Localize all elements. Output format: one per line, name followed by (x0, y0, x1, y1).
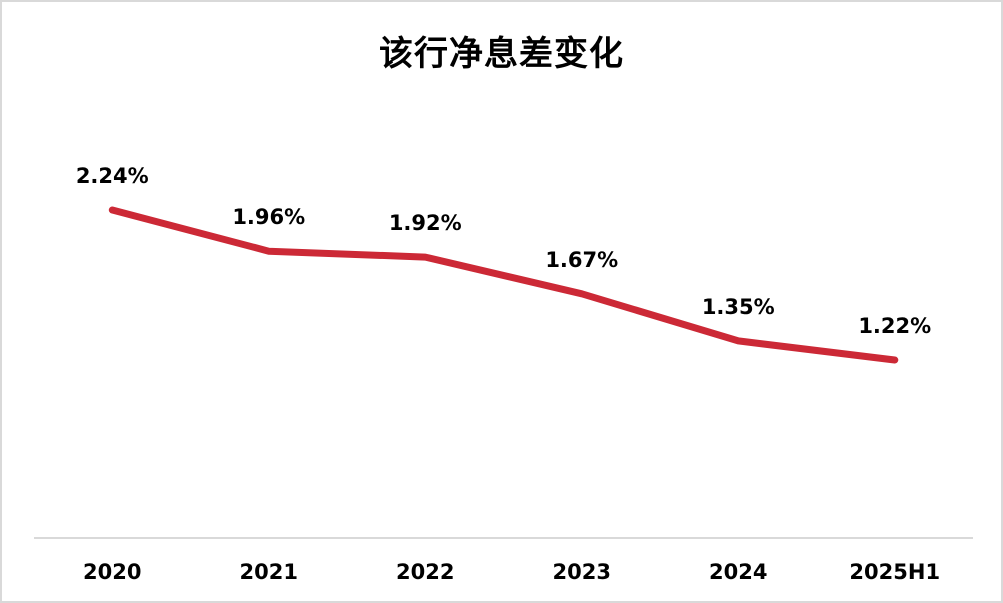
x-axis-label: 2021 (239, 560, 298, 584)
x-axis-label: 2020 (83, 560, 142, 584)
x-axis-label: 2025H1 (849, 560, 941, 584)
x-axis-label: 2023 (552, 560, 611, 584)
x-axis-label: 2022 (396, 560, 455, 584)
data-label: 1.96% (232, 205, 306, 230)
data-label: 2.24% (75, 164, 149, 188)
data-label: 1.92% (388, 211, 462, 236)
chart-title: 该行净息差变化 (379, 34, 624, 74)
data-label: 1.22% (858, 314, 932, 338)
data-label: 1.67% (545, 247, 619, 272)
nim-trend-line (108, 206, 899, 364)
x-axis-label: 2024 (709, 560, 768, 584)
data-label: 1.35% (701, 294, 775, 319)
